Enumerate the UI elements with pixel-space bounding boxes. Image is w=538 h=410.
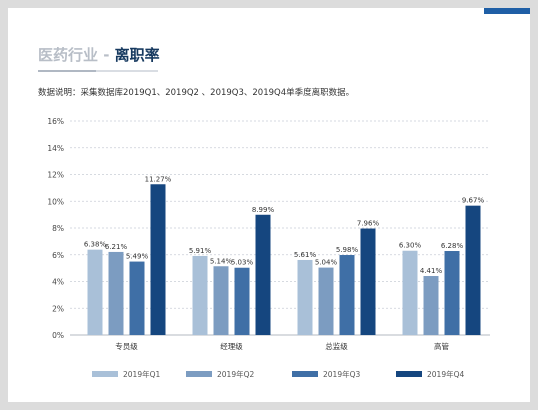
bar: [402, 250, 418, 335]
title-underline-accent: [38, 70, 96, 72]
y-tick-label: 10%: [47, 197, 64, 206]
legend-swatch: [92, 371, 118, 377]
bar: [339, 255, 355, 335]
bar: [129, 261, 145, 335]
x-tick-label: 专员级: [115, 341, 138, 351]
legend-label: 2019年Q2: [217, 369, 254, 379]
bar: [108, 251, 124, 335]
bar: [297, 259, 313, 335]
y-tick-label: 8%: [52, 224, 64, 233]
legend-label: 2019年Q3: [323, 369, 360, 379]
data-label: 5.03%: [231, 259, 254, 267]
bar: [360, 228, 376, 335]
y-tick-label: 2%: [52, 304, 64, 313]
bar: [255, 214, 271, 335]
data-label: 11.27%: [145, 175, 172, 183]
legend-swatch: [292, 371, 318, 377]
title-underline: [38, 70, 158, 72]
legend-label: 2019年Q4: [427, 369, 464, 379]
title-main: 离职率: [114, 46, 160, 64]
y-tick-label: 0%: [52, 331, 64, 340]
y-tick-label: 4%: [52, 278, 64, 287]
data-label: 6.38%: [84, 241, 107, 249]
data-note: 数据说明：采集数据库2019Q1、2019Q2 、2019Q3、2019Q4单季…: [38, 88, 355, 98]
data-label: 5.49%: [126, 253, 149, 261]
data-label: 4.41%: [420, 267, 443, 275]
bar: [150, 184, 166, 335]
title-prefix: 医药行业 -: [38, 46, 115, 64]
x-tick-label: 高管: [434, 341, 449, 351]
data-label: 9.67%: [462, 197, 485, 205]
y-tick-label: 6%: [52, 251, 64, 260]
slide-page: [8, 8, 530, 402]
bar: [234, 267, 250, 335]
y-tick-label: 12%: [47, 171, 64, 180]
x-tick-label: 总监级: [325, 341, 348, 351]
data-label: 5.04%: [315, 259, 338, 267]
y-tick-label: 14%: [47, 144, 64, 153]
data-label: 5.14%: [210, 257, 233, 265]
data-label: 6.28%: [441, 242, 464, 250]
bar: [318, 267, 334, 335]
legend-swatch: [396, 371, 422, 377]
data-label: 5.98%: [336, 246, 359, 254]
bar: [465, 205, 481, 335]
page-title: 医药行业 - 离职率: [38, 44, 160, 66]
bar: [444, 251, 460, 335]
y-tick-label: 16%: [47, 117, 64, 126]
data-label: 6.30%: [399, 242, 422, 250]
data-label: 7.96%: [357, 220, 380, 228]
data-label: 5.91%: [189, 247, 212, 255]
data-label: 5.61%: [294, 251, 317, 259]
bar: [423, 276, 439, 335]
bar: [87, 249, 103, 335]
data-label: 8.99%: [252, 206, 275, 214]
data-label: 6.21%: [105, 243, 128, 251]
corner-accent-bar: [484, 8, 530, 14]
legend-label: 2019年Q1: [123, 369, 160, 379]
x-tick-label: 经理级: [220, 341, 243, 351]
legend-swatch: [186, 371, 212, 377]
bar: [213, 266, 229, 335]
bar: [192, 255, 208, 335]
